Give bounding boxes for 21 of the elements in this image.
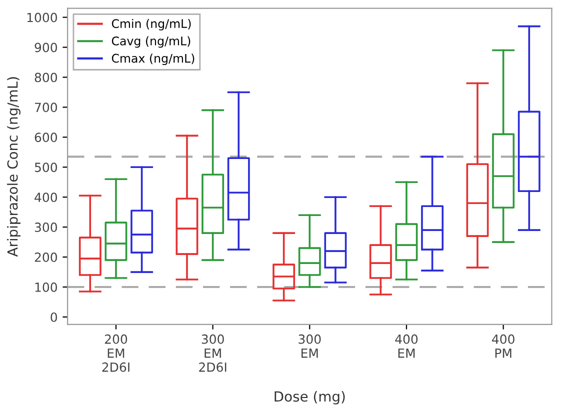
x-tick-label: 300 EM 2D6I [199,334,226,372]
y-tick-label: 500 [34,162,58,172]
legend-label: Cmax (ng/mL) [112,54,194,66]
y-axis-title: Aripiprazole Conc (ng/mL) [7,77,20,257]
y-tick-label: 700 [35,102,58,112]
y-tick-label: 900 [34,42,58,52]
legend-label: Cavg (ng/mL) [112,36,190,48]
y-tick-label: 600 [34,132,58,142]
y-tick-label: 1000 [27,12,58,22]
y-tick-label: 300 [34,222,58,232]
y-tick-label: 0 [50,312,58,322]
x-tick-label: 200 EM 2D6I [102,334,130,372]
y-tick-label: 200 [34,252,58,262]
x-tick-label: 300 EM [298,334,321,358]
y-tick-label: 800 [34,72,58,82]
legend-label: Cmin (ng/mL) [112,18,191,30]
x-tick-label: 400 EM [395,334,418,358]
x-tick-label: 400 PM [492,334,514,358]
y-tick-label: 100 [35,282,58,292]
x-axis-title: Dose (mg) [274,390,345,404]
y-tick-label: 400 [34,192,58,202]
